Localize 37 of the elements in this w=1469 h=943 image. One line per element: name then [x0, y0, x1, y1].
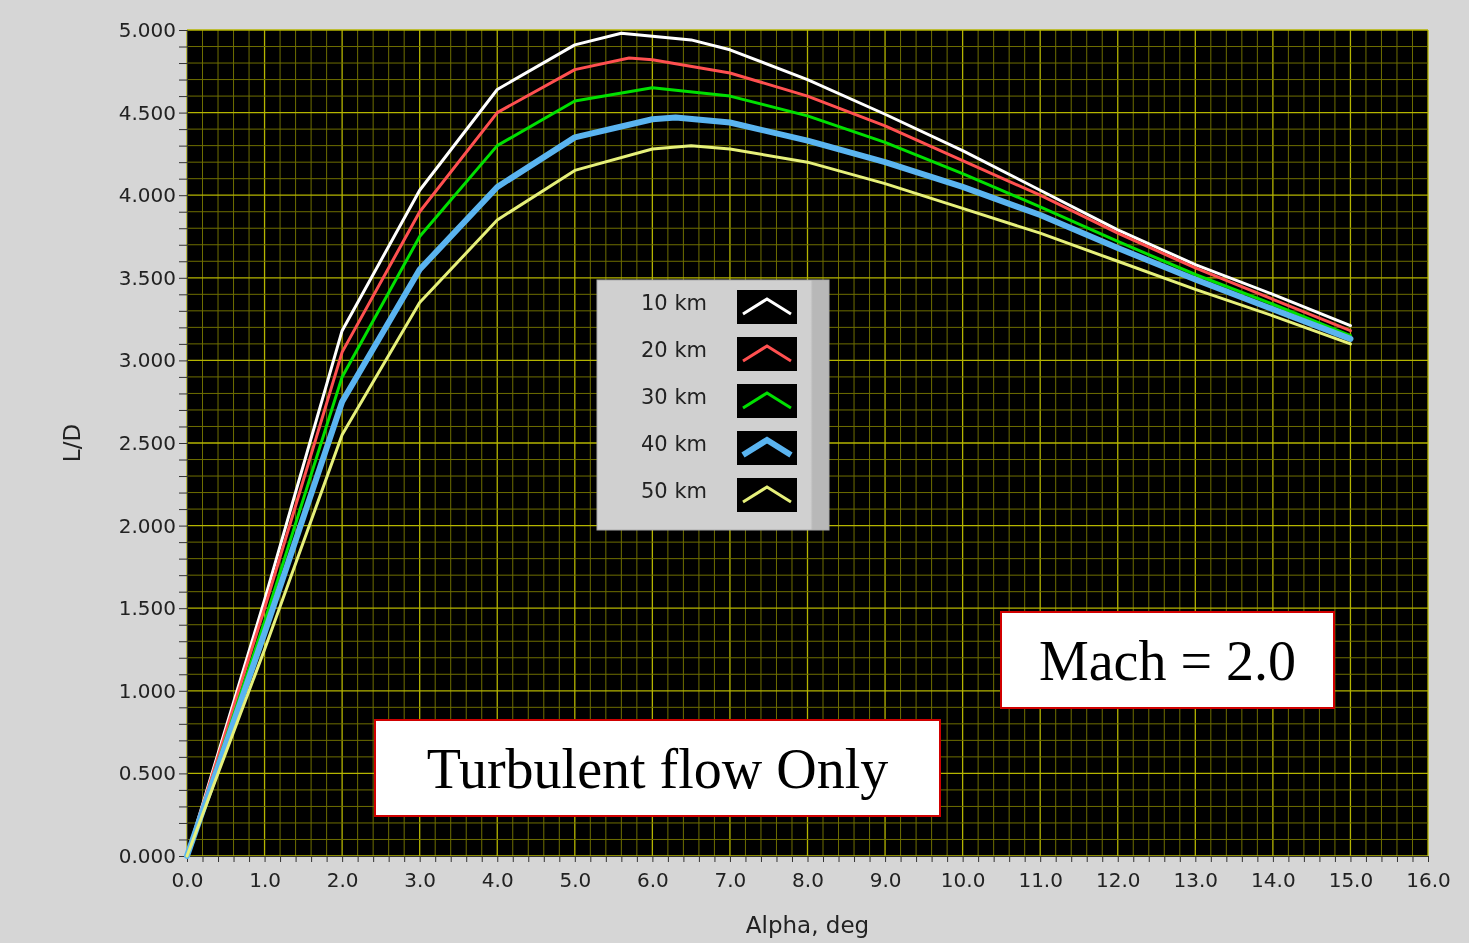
annotation: Turbulent flow Only	[426, 737, 889, 800]
x-tick-label: 12.0	[1095, 868, 1141, 892]
x-tick-label: 2.0	[326, 868, 359, 892]
legend-label: 50 km	[640, 479, 707, 503]
y-tick-label: 0.000	[118, 843, 176, 868]
x-tick-label: 0.0	[171, 868, 204, 892]
y-tick-label: 0.500	[118, 761, 176, 786]
y-tick-label: 4.000	[118, 183, 176, 208]
x-tick-label: 6.0	[636, 868, 669, 892]
x-tick-label: 9.0	[869, 868, 902, 892]
y-tick-label: 1.500	[118, 596, 176, 621]
x-axis-title: Alpha, deg	[745, 912, 870, 938]
y-axis-title: L/D	[59, 423, 85, 463]
x-tick-label: 11.0	[1018, 868, 1063, 892]
x-tick-label: 4.0	[481, 868, 514, 892]
y-tick-label: 5.000	[118, 17, 176, 42]
x-tick-label: 10.0	[940, 868, 986, 892]
x-tick-label: 15.0	[1328, 868, 1374, 892]
x-tick-label: 7.0	[714, 868, 747, 892]
x-tick-label: 3.0	[404, 868, 437, 892]
legend-label: 40 km	[640, 432, 707, 456]
x-tick-label: 5.0	[559, 868, 592, 892]
x-tick-label: 8.0	[792, 868, 824, 892]
y-tick-label: 4.500	[118, 100, 176, 125]
y-tick-label: 1.000	[118, 678, 176, 703]
y-tick-label: 3.500	[118, 265, 176, 290]
x-tick-label: 14.0	[1251, 868, 1296, 892]
x-tick-label: 16.0	[1406, 868, 1451, 892]
annotation: Mach = 2.0	[1038, 629, 1297, 692]
y-tick-label: 2.000	[118, 513, 176, 538]
legend-label: 10 km	[640, 291, 707, 315]
x-tick-label: 1.0	[249, 868, 281, 892]
legend-label: 30 km	[640, 385, 707, 409]
x-tick-label: 13.0	[1173, 868, 1219, 892]
legend-label: 20 km	[640, 338, 707, 362]
y-tick-label: 2.500	[118, 430, 176, 455]
y-tick-label: 3.000	[118, 348, 176, 373]
